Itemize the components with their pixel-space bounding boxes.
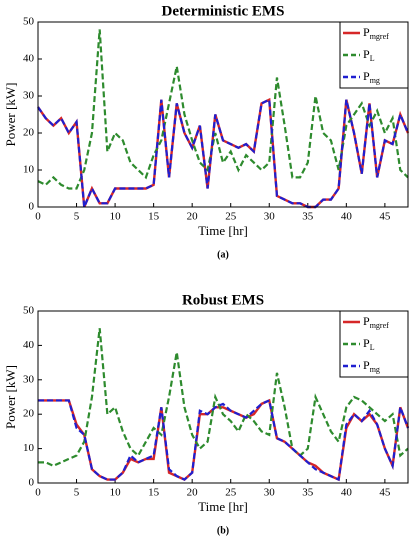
x-tick-label: 5 xyxy=(74,487,80,499)
series-line xyxy=(38,328,409,468)
legend-name: P xyxy=(363,69,370,83)
chart-title: Robust EMS xyxy=(182,292,264,308)
y-tick-label: 30 xyxy=(23,373,35,385)
caption: (b) xyxy=(217,525,229,536)
caption: (a) xyxy=(217,249,229,260)
x-tick-label: 25 xyxy=(225,211,237,223)
x-tick-label: 15 xyxy=(148,211,160,223)
legend-name: P xyxy=(363,25,370,39)
y-axis-label: Power [kW] xyxy=(3,365,18,429)
x-tick-label: 40 xyxy=(341,487,353,499)
legend-label: Pmgref xyxy=(363,314,389,330)
x-tick-label: 20 xyxy=(187,487,199,499)
x-tick-label: 45 xyxy=(379,211,391,223)
x-tick-label: 30 xyxy=(264,487,276,499)
legend-label: Pmg xyxy=(363,358,380,374)
legend-label: PL xyxy=(363,47,375,63)
x-axis-label: Time [hr] xyxy=(198,499,248,514)
x-tick-label: 25 xyxy=(225,487,237,499)
series-line xyxy=(38,398,410,482)
legend-subscript: mg xyxy=(370,76,380,85)
legend-subscript: L xyxy=(370,343,375,352)
x-tick-label: 20 xyxy=(187,211,199,223)
y-tick-label: 30 xyxy=(23,90,35,102)
legend-subscript: mg xyxy=(370,365,380,374)
x-tick-label: 15 xyxy=(148,487,160,499)
y-tick-label: 0 xyxy=(29,477,35,489)
x-tick-label: 35 xyxy=(302,487,314,499)
x-tick-label: 0 xyxy=(35,211,41,223)
legend-name: P xyxy=(363,336,370,350)
legend-subscript: mgref xyxy=(370,321,389,330)
y-tick-label: 40 xyxy=(23,53,35,65)
series-line xyxy=(37,29,409,190)
chart-title: Deterministic EMS xyxy=(162,3,285,19)
y-tick-label: 20 xyxy=(23,408,35,420)
y-tick-label: 20 xyxy=(23,127,35,139)
x-tick-label: 45 xyxy=(379,487,391,499)
x-tick-label: 5 xyxy=(74,211,80,223)
x-tick-label: 35 xyxy=(302,211,314,223)
plot-frame xyxy=(37,310,409,484)
plot-frame xyxy=(37,21,409,208)
x-axis-label: Time [hr] xyxy=(198,223,248,238)
y-tick-label: 0 xyxy=(29,201,35,213)
y-tick-label: 40 xyxy=(23,339,35,351)
y-axis-label: Power [kW] xyxy=(3,83,18,147)
x-tick-label: 30 xyxy=(264,211,276,223)
legend-label: Pmgref xyxy=(363,25,389,41)
x-tick-label: 10 xyxy=(110,211,122,223)
x-tick-label: 0 xyxy=(35,487,41,499)
legend-label: Pmg xyxy=(363,69,380,85)
legend-name: P xyxy=(363,358,370,372)
legend-label: PL xyxy=(363,336,375,352)
legend-name: P xyxy=(363,314,370,328)
legend-subscript: mgref xyxy=(370,32,389,41)
legend-subscript: L xyxy=(370,54,375,63)
series-line xyxy=(37,98,410,209)
y-tick-label: 10 xyxy=(23,442,35,454)
y-tick-label: 10 xyxy=(23,164,35,176)
legend-name: P xyxy=(363,47,370,61)
x-tick-label: 10 xyxy=(110,487,122,499)
y-tick-label: 50 xyxy=(23,16,35,28)
y-tick-label: 50 xyxy=(23,305,35,317)
x-tick-label: 40 xyxy=(341,211,353,223)
